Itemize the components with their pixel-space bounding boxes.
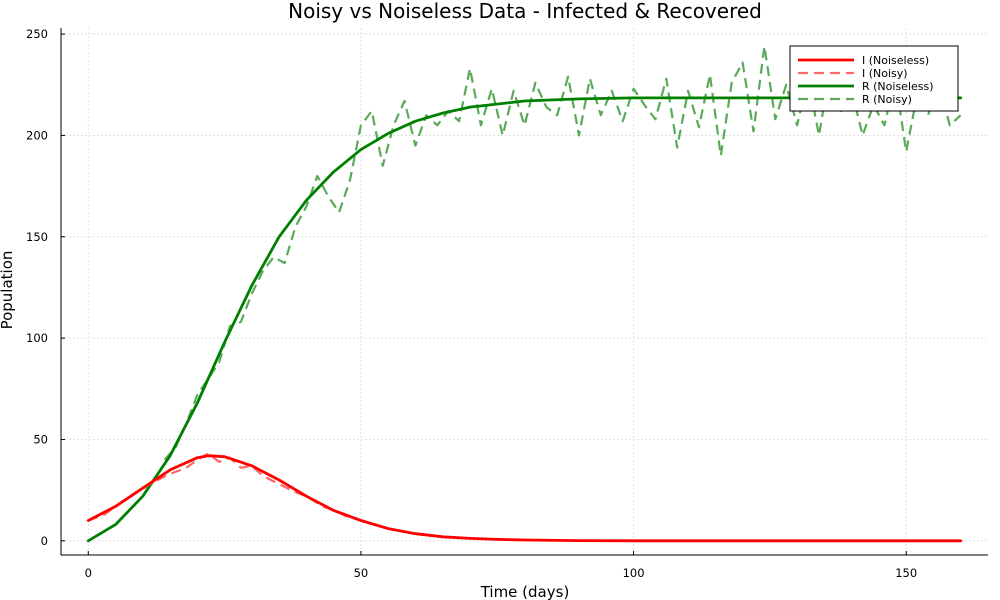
legend-entry-label: R (Noiseless) (862, 80, 934, 93)
y-axis-label: Population (0, 251, 16, 330)
axes (60, 28, 988, 556)
y-tick-label: 200 (26, 128, 48, 142)
x-tick-label: 0 (85, 566, 92, 580)
y-tick-label: 50 (33, 432, 48, 446)
y-tick-label: 100 (26, 331, 48, 345)
ticks: 0 50 100 150 0 50 100 150 200 250 (26, 27, 917, 580)
chart-title: Noisy vs Noiseless Data - Infected & Rec… (288, 0, 762, 23)
y-tick-label: 0 (41, 534, 48, 548)
series-layer (86, 45, 963, 543)
x-axis-label: Time (days) (480, 583, 570, 600)
legend-entry-label: R (Noisy) (862, 93, 912, 106)
y-tick-label: 150 (26, 230, 48, 244)
y-tick-label: 250 (26, 27, 48, 41)
legend-entry-label: I (Noiseless) (862, 54, 929, 67)
series-line-i-noiseless (86, 454, 963, 543)
x-tick-label: 150 (895, 566, 917, 580)
legend-box (789, 45, 959, 112)
x-tick-label: 100 (623, 566, 645, 580)
legend: I (Noiseless)I (Noisy)R (Noiseless)R (No… (789, 45, 959, 112)
series-line-r-noiseless (86, 96, 963, 543)
x-tick-label: 50 (354, 566, 369, 580)
legend-entry-label: I (Noisy) (862, 67, 908, 80)
